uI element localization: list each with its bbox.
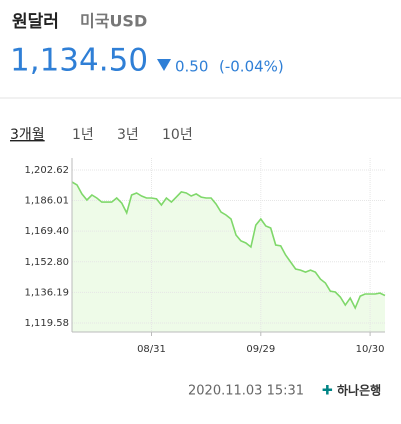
price: 1,134.50	[10, 43, 148, 79]
tab[interactable]: 1년	[72, 127, 94, 143]
down-arrow	[157, 59, 171, 71]
change: 0.50	[175, 58, 208, 76]
tab[interactable]: 3개월	[10, 127, 45, 143]
tab[interactable]: 10년	[162, 127, 193, 143]
y-tick-label: 1,119.58	[24, 318, 69, 329]
line	[71, 181, 386, 310]
change-pct: (-0.04%)	[219, 58, 284, 76]
source: 하나은행	[337, 383, 381, 398]
y-tick-label: 1,202.62	[24, 165, 69, 176]
subtitle: 미국USD	[80, 12, 147, 31]
title: 원달러	[12, 11, 59, 32]
y-tick-label: 1,186.01	[24, 196, 69, 207]
timestamp: 2020.11.03 15:31	[188, 384, 304, 399]
y-tick-label: 1,152.80	[24, 257, 69, 268]
area	[72, 182, 385, 332]
x-tick-label: 10/30	[356, 344, 385, 355]
tab[interactable]: 3년	[117, 127, 139, 143]
x-tick-label: 09/29	[246, 344, 275, 355]
y-tick-label: 1,136.19	[24, 287, 69, 298]
x-tick-label: 08/31	[137, 344, 166, 355]
y-tick-label: 1,169.40	[24, 226, 69, 237]
bank-logo: ✚	[322, 384, 333, 399]
